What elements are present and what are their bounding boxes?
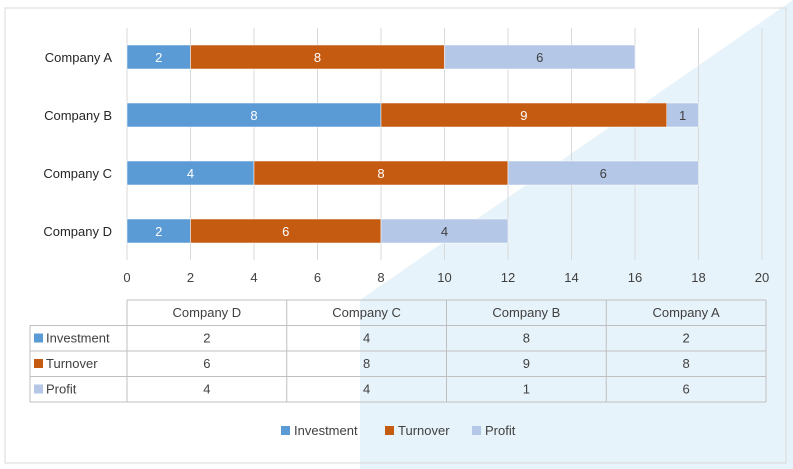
- legend-key-turnover: [385, 426, 394, 435]
- data-table: Company D Company C Company B Company A Inve…: [29, 299, 767, 403]
- chart-border: [4, 7, 787, 464]
- bar-profit: [444, 44, 636, 70]
- data-label: 6: [282, 224, 289, 239]
- x-tick-label: 18: [691, 270, 705, 285]
- category-label: Company C: [43, 166, 112, 181]
- bar-turnover: [380, 102, 667, 128]
- category-label: Company B: [44, 108, 112, 123]
- x-tick-label: 2: [187, 270, 194, 285]
- table-header: Company A: [653, 305, 721, 320]
- legend-label: Turnover: [398, 423, 450, 438]
- table-header: Company C: [332, 305, 401, 320]
- x-tick-label: 14: [564, 270, 578, 285]
- data-label: 8: [314, 50, 321, 65]
- table-legend-key: [34, 359, 43, 368]
- table-legend-key: [34, 384, 43, 394]
- bar-profit: [507, 160, 699, 186]
- x-axis: 0 2 4 6 8 10 12 14 16 18 20: [123, 270, 769, 285]
- table-cell: 2: [203, 331, 210, 346]
- legend-label: Investment: [294, 423, 358, 438]
- x-tick-label: 12: [501, 270, 515, 285]
- table-cell: 8: [683, 356, 690, 371]
- bar-turnover: [190, 44, 445, 70]
- bar-turnover: [253, 160, 509, 186]
- table-header: Company B: [492, 305, 560, 320]
- data-label: 4: [441, 224, 448, 239]
- table-cell: 6: [683, 382, 690, 397]
- table-legend-key: [34, 333, 43, 343]
- data-label: 8: [377, 166, 384, 181]
- y-axis: Company A Company B Company C Company D: [43, 50, 112, 239]
- x-tick-label: 20: [755, 270, 769, 285]
- data-label: 6: [536, 50, 543, 65]
- x-tick-label: 6: [314, 270, 321, 285]
- table-cell: 4: [363, 382, 370, 397]
- data-label: 1: [679, 108, 686, 123]
- x-tick-label: 0: [123, 270, 130, 285]
- table-row-label: Turnover: [46, 356, 98, 371]
- table-header: Company D: [173, 305, 242, 320]
- table-cell: 4: [203, 382, 210, 397]
- data-label: 9: [520, 108, 527, 123]
- data-label: 4: [187, 166, 194, 181]
- legend-label: Profit: [485, 423, 516, 438]
- table-row-label: Profit: [46, 382, 77, 397]
- bars: 2 8 6 8 9 1 4 8 6 2 6 4: [126, 44, 699, 244]
- data-label: 8: [250, 108, 257, 123]
- table-cell: 4: [363, 331, 370, 346]
- table-cell: 8: [523, 331, 530, 346]
- bar-investment: [126, 160, 255, 186]
- bar-turnover: [190, 218, 382, 244]
- table-cell: 2: [683, 331, 690, 346]
- data-label: 2: [155, 50, 162, 65]
- legend-key-profit: [472, 426, 481, 435]
- x-tick-label: 10: [437, 270, 451, 285]
- x-tick-label: 16: [628, 270, 642, 285]
- table-cell: 8: [363, 356, 370, 371]
- x-tick-label: 8: [377, 270, 384, 285]
- bar-profit: [666, 102, 699, 128]
- table-cell: 6: [203, 356, 210, 371]
- legend: Investment Turnover Profit: [281, 423, 516, 438]
- bar-investment: [126, 44, 191, 70]
- bar-investment: [126, 102, 382, 128]
- table-cell: 9: [523, 356, 530, 371]
- bar-profit: [380, 218, 509, 244]
- table-row-label: Investment: [46, 331, 110, 346]
- table-cell: 1: [523, 382, 530, 397]
- legend-key-investment: [281, 426, 290, 435]
- data-label: 6: [600, 166, 607, 181]
- category-label: Company A: [45, 50, 113, 65]
- category-label: Company D: [43, 224, 112, 239]
- data-label: 2: [155, 224, 162, 239]
- x-tick-label: 4: [250, 270, 257, 285]
